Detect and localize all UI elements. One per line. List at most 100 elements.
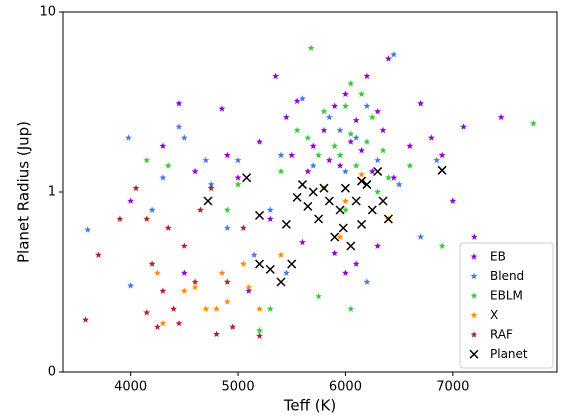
point [367, 205, 377, 215]
point [245, 283, 253, 291]
point [256, 138, 263, 145]
point [315, 292, 322, 300]
point [336, 233, 344, 240]
point [281, 219, 291, 229]
legend-marker [470, 272, 478, 280]
point [342, 269, 349, 276]
legend-marker [470, 292, 478, 299]
point [315, 151, 322, 159]
point [373, 166, 383, 177]
point [180, 134, 188, 141]
legend-label: Blend [490, 269, 524, 283]
point [308, 187, 318, 197]
point [266, 305, 274, 312]
point [175, 123, 183, 130]
point [342, 206, 349, 213]
point [331, 102, 339, 109]
point [319, 183, 329, 193]
point [175, 319, 183, 327]
point [250, 251, 258, 258]
point [342, 102, 349, 109]
point [213, 305, 220, 312]
point [245, 287, 253, 294]
point [159, 287, 167, 294]
point [497, 113, 505, 121]
point [368, 167, 376, 175]
point [363, 102, 371, 109]
point [175, 100, 183, 107]
y-tick-label: 10 [39, 5, 56, 20]
point [346, 241, 356, 251]
point [148, 206, 156, 213]
point [229, 323, 237, 330]
point [320, 126, 328, 134]
x-tick-label: 6000 [329, 380, 362, 395]
point [363, 278, 371, 285]
point [438, 151, 446, 159]
point [234, 156, 242, 164]
point [352, 116, 360, 124]
point [191, 167, 199, 175]
point [340, 183, 350, 193]
point [197, 206, 204, 213]
point [203, 196, 213, 206]
point [254, 259, 265, 269]
point [374, 188, 382, 195]
point [385, 174, 392, 181]
point [254, 210, 265, 220]
point [437, 165, 447, 175]
point [288, 151, 296, 159]
point [191, 278, 199, 285]
point [304, 134, 312, 141]
point [287, 259, 297, 269]
point [374, 107, 382, 115]
point [374, 156, 382, 164]
point [363, 138, 371, 145]
point [180, 242, 188, 249]
point [223, 278, 231, 285]
point [330, 232, 340, 242]
point [347, 305, 355, 312]
point [406, 142, 414, 149]
point [470, 233, 478, 240]
point [449, 197, 457, 204]
point [283, 269, 290, 276]
point [95, 251, 102, 258]
point [164, 162, 172, 169]
point [180, 287, 188, 294]
point [84, 226, 92, 233]
legend-marker [470, 311, 478, 319]
y-tick-label: 0 [48, 365, 56, 380]
point [383, 214, 393, 224]
point [368, 113, 376, 121]
point [116, 215, 124, 222]
x-tick-label: 5000 [222, 380, 255, 395]
point [240, 260, 247, 267]
point [240, 224, 247, 231]
point [352, 162, 360, 169]
point [379, 126, 387, 134]
point [347, 138, 355, 145]
point [304, 167, 312, 175]
point [143, 215, 151, 222]
legend-label: EB [490, 249, 506, 263]
point [309, 162, 317, 169]
point [276, 277, 286, 287]
legend-box [459, 242, 554, 369]
point [309, 142, 317, 149]
point [159, 142, 167, 149]
point [336, 151, 344, 159]
point [307, 44, 315, 51]
point [363, 72, 371, 80]
point [265, 264, 275, 274]
point [256, 332, 263, 339]
legend-label: X [490, 308, 498, 322]
point [277, 151, 285, 159]
point [358, 90, 365, 97]
point [374, 242, 382, 249]
point [390, 174, 398, 181]
point [125, 134, 132, 141]
point [143, 156, 151, 164]
point [357, 219, 367, 229]
point [427, 134, 435, 141]
